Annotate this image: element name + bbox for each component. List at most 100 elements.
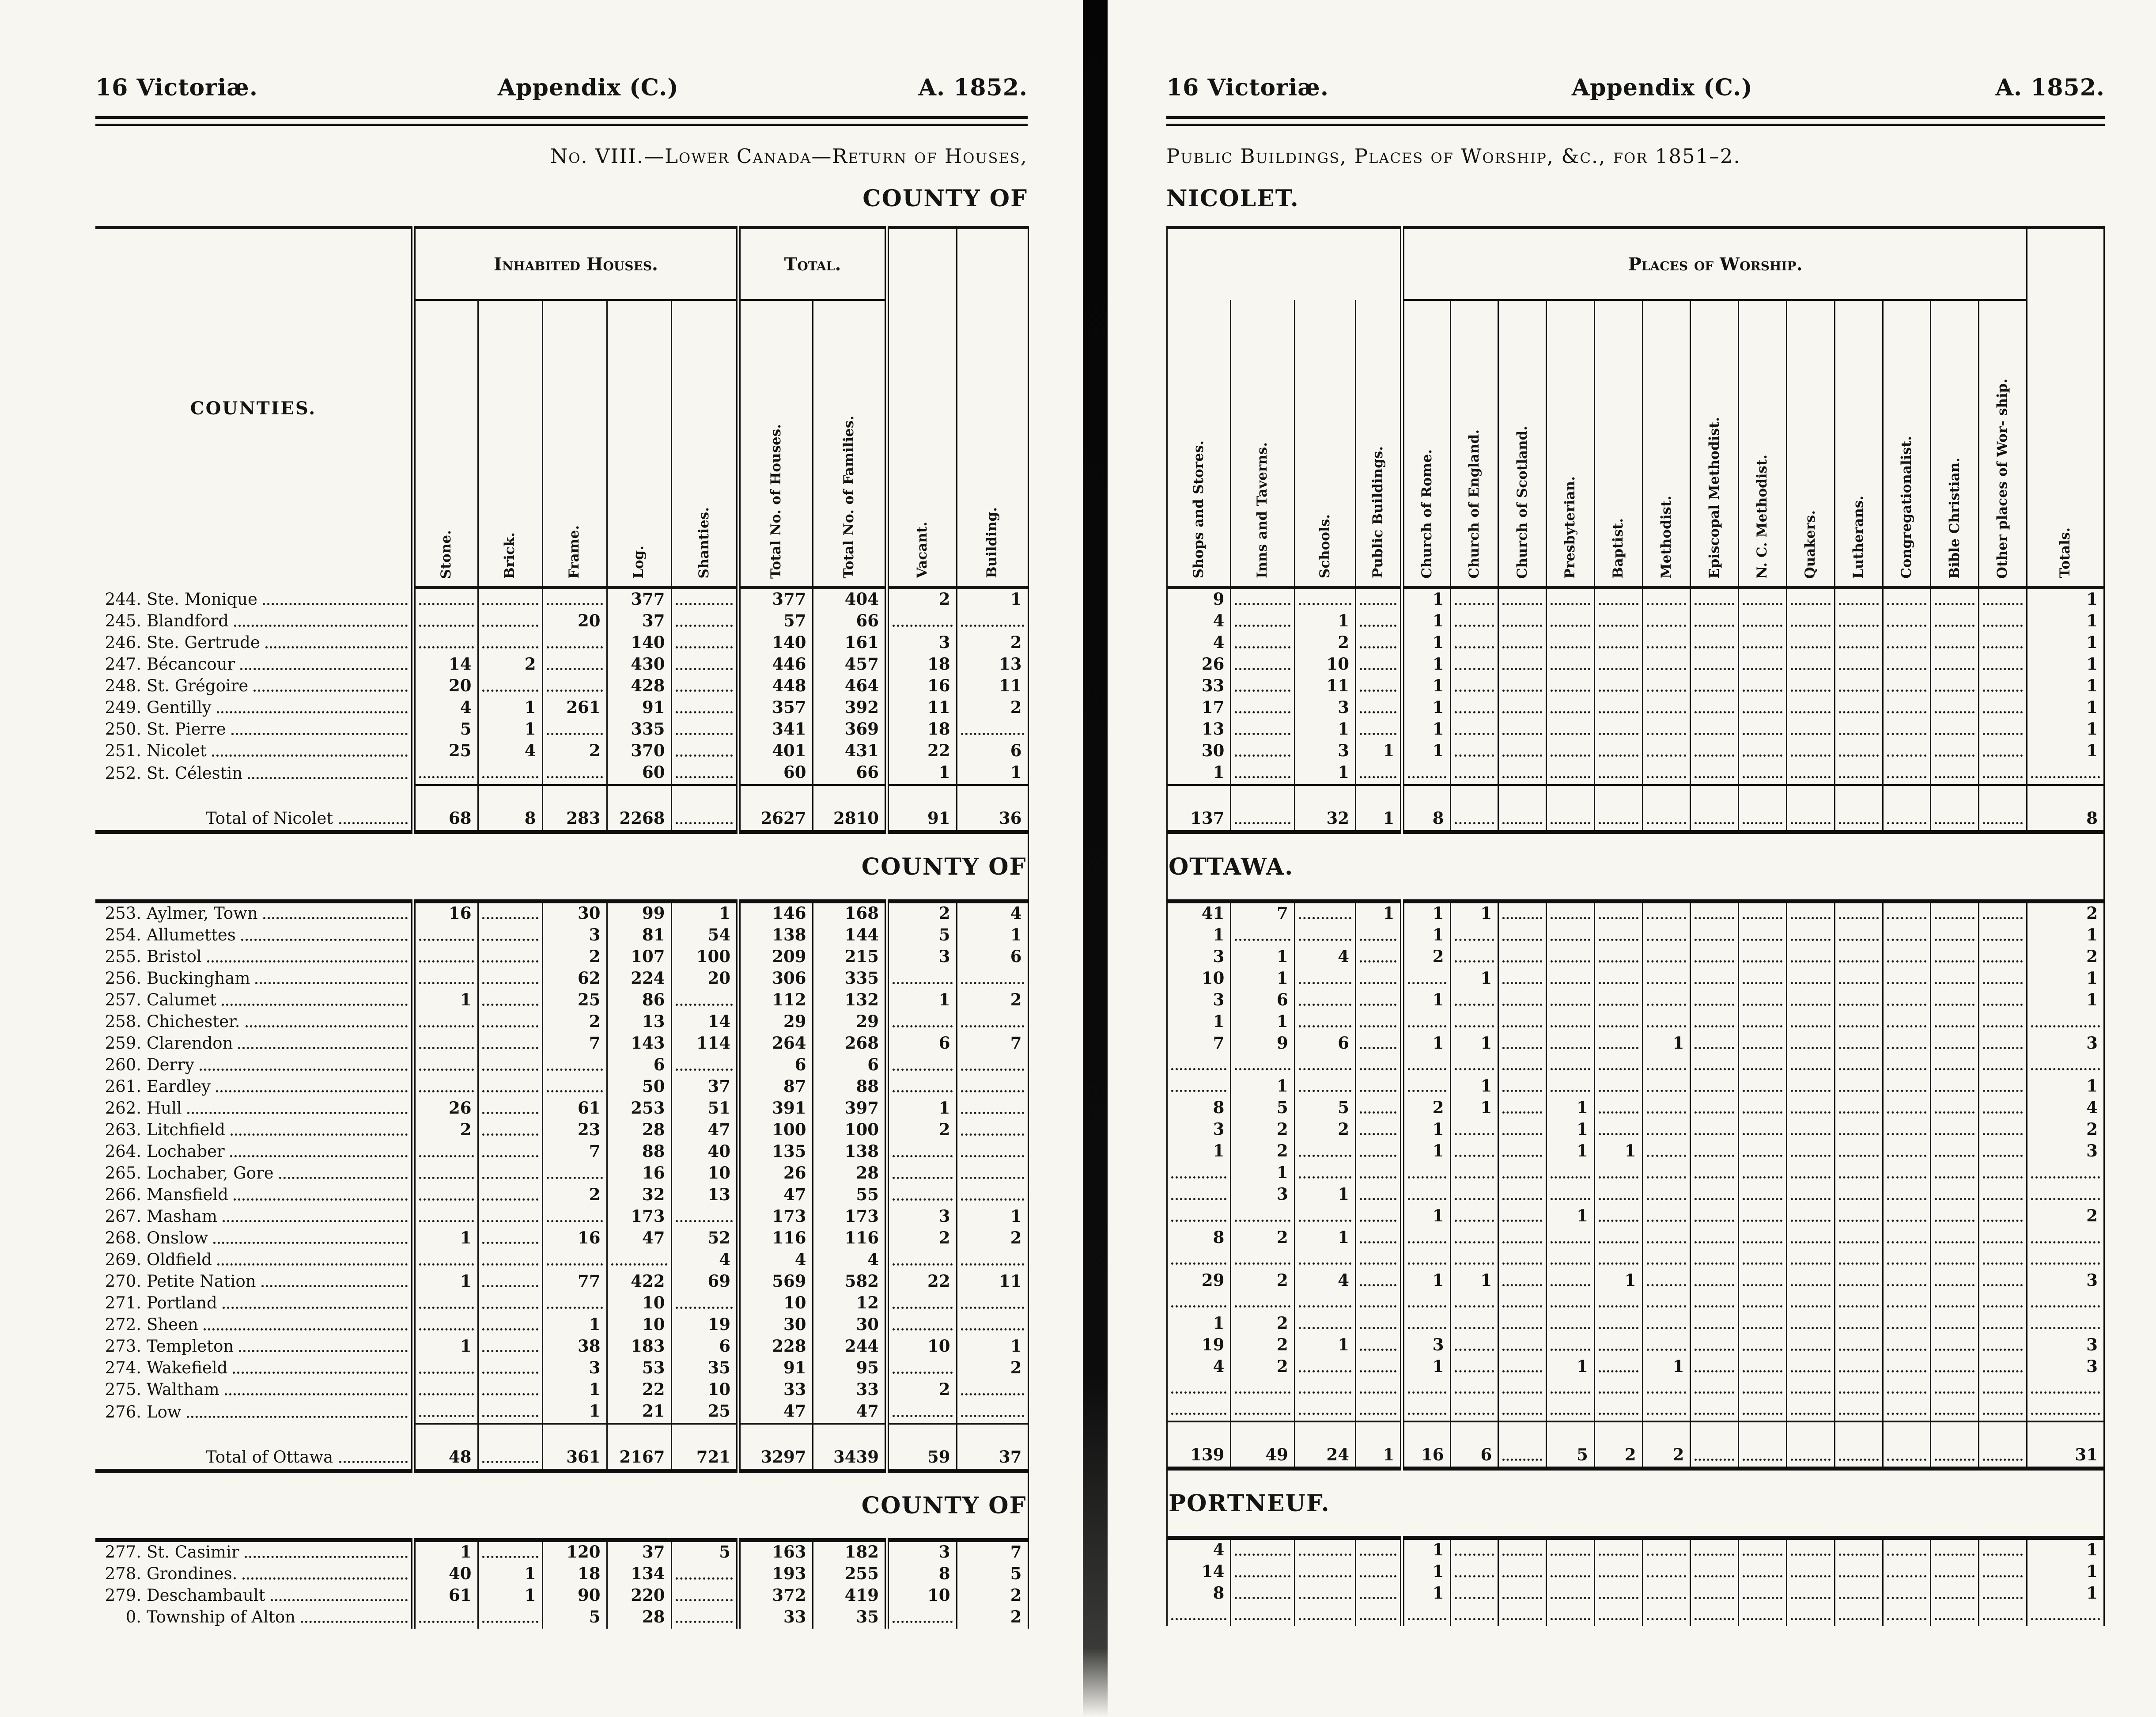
value-cell: 7 [956, 1540, 1028, 1564]
dotted-leader [961, 621, 1024, 627]
value-cell [1546, 1605, 1595, 1626]
dotted-leader [1454, 1065, 1494, 1070]
dotted-leader [1887, 708, 1927, 713]
column-header: Presbyterian. [1546, 300, 1595, 589]
dotted-leader [1598, 686, 1638, 692]
value-cell [1354, 1562, 1403, 1583]
value-cell: 33 [812, 1380, 887, 1401]
dotted-leader [1695, 1302, 1735, 1308]
value-cell [1690, 990, 1739, 1012]
column-header: Lutherans. [1834, 300, 1883, 589]
value-cell [1593, 784, 1643, 832]
dotted-leader [1935, 1259, 1975, 1265]
dotted-leader [1454, 957, 1494, 963]
value-cell [477, 1336, 542, 1358]
dotted-leader [1887, 1173, 1927, 1179]
column-header: Totals. [2026, 300, 2104, 589]
dotted-leader [1646, 1065, 1687, 1070]
dotted-leader [1983, 1593, 2023, 1599]
locality-name: St. Pierre [147, 720, 226, 739]
dotted-leader [1171, 1216, 1227, 1222]
value-cell: 132 [812, 990, 887, 1012]
dotted-leader [1695, 751, 1735, 757]
value-cell [1690, 1270, 1739, 1292]
value-cell: 26 [411, 1098, 478, 1120]
dotted-leader [1298, 1367, 1351, 1372]
dotted-leader [279, 1173, 408, 1179]
value-cell [1449, 587, 1498, 611]
value-cell [1978, 947, 2027, 968]
dotted-leader [1935, 957, 1975, 963]
locality-name: Grondines. [147, 1564, 238, 1583]
value-cell [1690, 1313, 1739, 1335]
value-cell [1593, 1605, 1643, 1626]
value-cell [1449, 1562, 1498, 1583]
dotted-leader [1887, 599, 1927, 605]
value-cell [1593, 925, 1643, 947]
column-header: Methodist. [1642, 300, 1691, 589]
value-cell [1690, 654, 1739, 676]
dotted-leader [1887, 935, 1927, 941]
value-cell: 52 [670, 1228, 738, 1250]
dotted-leader [1454, 1259, 1494, 1265]
value-cell [1642, 1313, 1691, 1335]
value-cell [477, 1206, 542, 1228]
dotted-leader [1298, 1086, 1351, 1092]
value-cell: 36 [956, 784, 1028, 832]
value-cell [477, 633, 542, 654]
dotted-leader [1935, 1572, 1975, 1577]
value-cell [477, 611, 542, 633]
value-cell [477, 1540, 542, 1564]
value-cell [1354, 968, 1403, 990]
dotted-leader [893, 1065, 953, 1071]
dotted-leader [1298, 978, 1351, 984]
value-cell [1978, 1538, 2027, 1562]
dotted-leader [1743, 1043, 1782, 1049]
value-cell [1400, 1184, 1450, 1206]
value-cell [1294, 1538, 1356, 1562]
dotted-leader [1695, 729, 1735, 735]
value-cell: 1 [956, 762, 1028, 785]
value-cell: 13 [670, 1185, 738, 1206]
value-cell [1882, 947, 1931, 968]
value-cell: 3 [1166, 1119, 1231, 1141]
value-cell [1978, 1141, 2027, 1163]
dotted-leader [1359, 1281, 1397, 1286]
dotted-leader [1502, 1259, 1543, 1265]
row-number: 256. [105, 969, 141, 988]
locality-name: Gentilly [147, 698, 212, 717]
value-cell: 1 [2026, 968, 2104, 990]
dotted-leader [1983, 1216, 2023, 1222]
dotted-leader [2031, 1173, 2100, 1179]
left-page: 16 Victoriæ. Appendix (C.) A. 1852. No. … [95, 74, 1029, 1629]
dotted-leader [1298, 1173, 1351, 1179]
value-cell [1166, 1292, 1231, 1313]
value-cell [1294, 1163, 1356, 1184]
rotated-column-header: Brick. [502, 532, 518, 579]
dotted-leader [1695, 1550, 1735, 1556]
value-cell: 6 [956, 741, 1028, 762]
dotted-leader [1454, 686, 1494, 692]
value-cell [1498, 990, 1547, 1012]
column-header: Stone. [411, 300, 478, 589]
value-cell [670, 633, 738, 654]
value-cell [1738, 1249, 1787, 1270]
locality-cell: 268. Onslow [95, 1228, 413, 1250]
table-row: 41 7 1 1 1 2 [1166, 901, 2104, 925]
dotted-leader [1551, 957, 1590, 963]
table-row: 263. Litchfield 2 23 28 47 100 100 2 [95, 1120, 1028, 1141]
dotted-leader [1646, 1259, 1687, 1265]
dotted-leader [1298, 1615, 1351, 1620]
value-cell [411, 947, 478, 968]
value-cell [1546, 1055, 1595, 1076]
dotted-leader [1887, 729, 1927, 735]
value-cell [1546, 947, 1595, 968]
value-cell: 3 [1166, 990, 1231, 1012]
value-cell: 60 [606, 762, 671, 785]
dotted-leader [1454, 643, 1494, 648]
dotted-leader [2031, 1065, 2100, 1070]
value-cell: 9 [1230, 1033, 1295, 1055]
census-table: Places of Worship. Shops and Stores. Inns … [1166, 226, 2105, 1626]
value-cell: 1 [1400, 1357, 1450, 1378]
value-cell [1882, 1335, 1931, 1357]
